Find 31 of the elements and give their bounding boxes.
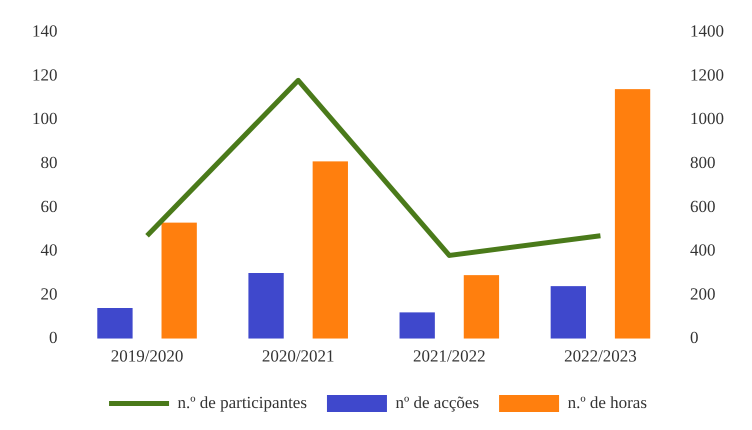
y-tick-label: 100 <box>32 109 58 128</box>
y2-tick-label: 600 <box>690 196 716 216</box>
x-tick-label: 2022/2023 <box>564 346 637 366</box>
y2-tick-label: 400 <box>690 240 716 260</box>
y-tick-label: 0 <box>49 328 58 348</box>
bar <box>97 308 133 339</box>
x-tick-label: 2021/2022 <box>412 346 486 366</box>
bar <box>312 161 348 339</box>
bar <box>248 272 284 339</box>
y-tick-label: 20 <box>40 284 58 304</box>
bar <box>400 312 435 339</box>
x-tick-label: 2019/2020 <box>110 346 184 366</box>
bar <box>464 275 500 339</box>
legend-label: n.º de participantes <box>178 392 307 412</box>
y2-tick-label: 1400 <box>690 22 724 41</box>
y-tick-label: 60 <box>40 196 58 216</box>
bar <box>550 286 586 339</box>
legend-label: nº de acções <box>395 392 480 412</box>
y2-tick-label: 0 <box>690 328 698 348</box>
y-tick-label: 120 <box>32 65 58 84</box>
bar <box>162 222 197 339</box>
bar <box>614 89 650 339</box>
x-tick-label: 2020/2021 <box>262 346 335 366</box>
y2-tick-label: 200 <box>690 284 716 304</box>
y-tick-label: 140 <box>32 22 58 41</box>
legend-label: n.º de horas <box>568 392 647 412</box>
y2-tick-label: 800 <box>690 152 716 172</box>
y-tick-label: 40 <box>40 240 58 260</box>
y-tick-label: 80 <box>40 152 58 172</box>
y2-tick-label: 1200 <box>690 65 724 84</box>
y2-tick-label: 1000 <box>690 109 724 128</box>
